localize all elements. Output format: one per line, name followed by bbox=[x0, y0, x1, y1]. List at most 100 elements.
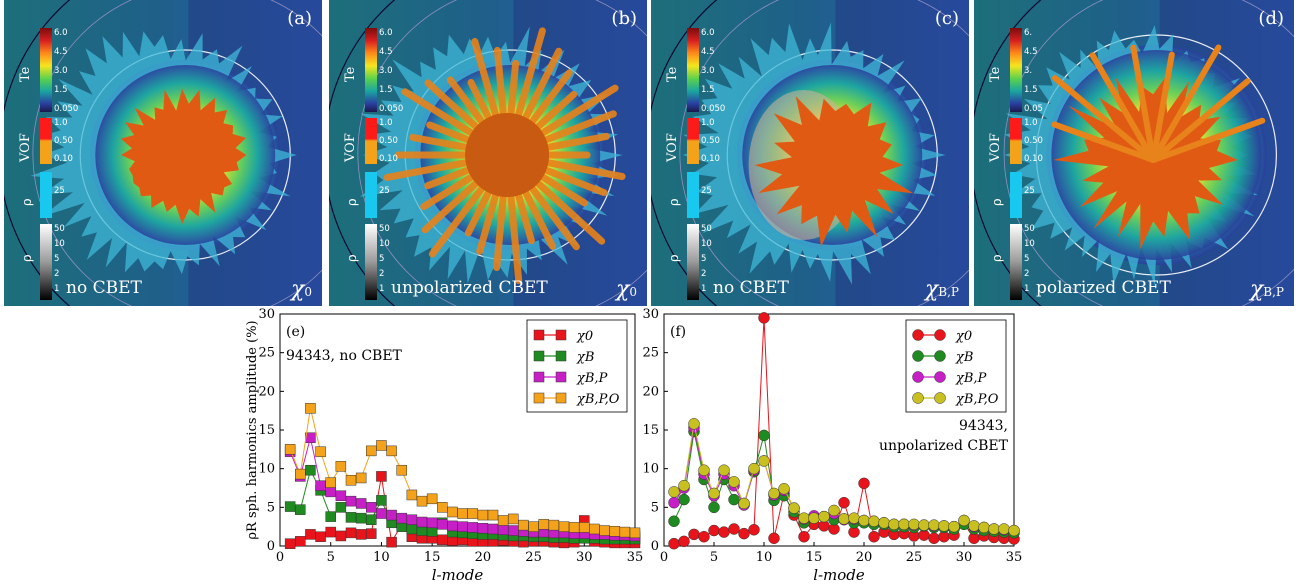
data-point bbox=[668, 496, 680, 509]
rho-gray-tick: 2 bbox=[54, 269, 60, 279]
data-point bbox=[579, 522, 590, 533]
vof-tick: 0.50 bbox=[379, 136, 398, 146]
data-point bbox=[386, 536, 397, 548]
data-point bbox=[768, 532, 780, 545]
data-point bbox=[708, 487, 720, 500]
x-tick-label: 5 bbox=[710, 550, 718, 565]
panel-label: (d) bbox=[1258, 8, 1284, 29]
data-point bbox=[668, 486, 680, 498]
legend-marker bbox=[934, 329, 946, 341]
te-tick: 1.5 bbox=[54, 85, 68, 95]
colorbar: Te VOF ρ ρ 6.0 4.5 3.0 1.5 0.050 1.0 0.50 0.10 25 50 1… bbox=[335, 0, 403, 306]
x-tick-label: 10 bbox=[373, 550, 390, 565]
data-point bbox=[728, 523, 740, 535]
data-point bbox=[487, 509, 499, 521]
data-point bbox=[718, 464, 730, 476]
te-label: Te bbox=[988, 66, 1003, 82]
data-point bbox=[426, 493, 438, 505]
te-tick: 0.050 bbox=[54, 104, 79, 114]
te-colorbar bbox=[40, 28, 52, 112]
data-point bbox=[457, 521, 468, 532]
rho-gray-colorbar bbox=[40, 224, 52, 300]
data-point bbox=[928, 519, 940, 531]
x-axis-label: l-mode bbox=[432, 566, 484, 584]
data-point bbox=[838, 496, 850, 509]
data-point bbox=[868, 530, 880, 543]
rho2-label: ρ bbox=[345, 254, 360, 262]
data-point bbox=[748, 524, 760, 536]
chi-symbol: χ bbox=[616, 277, 630, 302]
data-point bbox=[848, 512, 860, 524]
sim-panel-a: Te VOF ρ ρ 6.0 4.5 3.0 1.5 0.050 1.0 0.50 0.10 25 50 1… bbox=[4, 0, 322, 306]
te-tick: 0.050 bbox=[379, 104, 404, 114]
y-tick-label: 5 bbox=[651, 500, 659, 515]
data-point bbox=[918, 519, 930, 531]
data-point bbox=[858, 477, 870, 490]
legend-marker bbox=[533, 350, 545, 362]
chi-symbol: χ bbox=[1249, 277, 1264, 302]
x-tick-label: 10 bbox=[756, 550, 773, 565]
data-point bbox=[366, 445, 377, 457]
data-point bbox=[355, 529, 367, 540]
colorbar: Te VOF ρ ρ 6. 4.5 3. 1.5 0.05 1.0 0.50 0.10 25 50 10 5 2… bbox=[980, 0, 1043, 306]
rho-label: ρ bbox=[990, 198, 1005, 206]
data-point bbox=[345, 475, 357, 486]
rho-cyan-tick: 25 bbox=[701, 186, 712, 196]
data-point bbox=[447, 506, 458, 518]
te-tick: 1.5 bbox=[701, 85, 715, 95]
chart-panel-label: (f) bbox=[670, 324, 686, 340]
legend-label: χ0 bbox=[576, 329, 593, 344]
legend-label: χB,P,O bbox=[576, 392, 620, 407]
chart-annotation-line1: 94343, bbox=[959, 418, 1008, 434]
data-point bbox=[678, 493, 690, 506]
x-tick-label: 20 bbox=[475, 550, 492, 565]
te-tick: 1.5 bbox=[379, 85, 393, 95]
legend-label: χ0 bbox=[955, 329, 972, 344]
vof-tick: 0.10 bbox=[379, 154, 398, 164]
legend-marker bbox=[533, 371, 545, 383]
rho-gray-tick: 10 bbox=[379, 239, 390, 249]
data-point bbox=[888, 518, 900, 531]
data-point bbox=[728, 493, 740, 506]
y-tick-label: 0 bbox=[651, 539, 659, 554]
rho-cyan-colorbar bbox=[687, 172, 699, 218]
te-tick: 6.0 bbox=[54, 28, 68, 38]
vof-tick: 1.0 bbox=[54, 118, 68, 128]
rho-gray-tick: 10 bbox=[701, 239, 712, 249]
y-tick-label: 15 bbox=[258, 423, 275, 438]
vof-tick: 0.50 bbox=[54, 136, 73, 146]
chi-symbol: χ bbox=[291, 277, 305, 302]
data-point bbox=[668, 515, 680, 528]
data-point bbox=[467, 522, 478, 533]
data-point bbox=[376, 440, 387, 451]
data-point bbox=[688, 418, 700, 430]
te-tick: 3.0 bbox=[54, 66, 68, 76]
rho-gray-tick: 50 bbox=[379, 224, 390, 234]
data-point bbox=[477, 509, 489, 521]
data-point bbox=[978, 521, 990, 534]
data-point bbox=[325, 486, 336, 498]
data-point bbox=[678, 535, 690, 548]
data-point bbox=[305, 403, 316, 414]
x-tick-label: 25 bbox=[525, 550, 542, 565]
rho-cyan-colorbar bbox=[40, 172, 52, 218]
legend-label: χB bbox=[576, 350, 594, 365]
data-point bbox=[325, 477, 336, 488]
data-point bbox=[508, 513, 519, 525]
rho-gray-colorbar bbox=[687, 224, 699, 300]
legend-marker bbox=[555, 392, 567, 404]
te-tick: 6.0 bbox=[701, 28, 715, 38]
data-point bbox=[858, 514, 870, 527]
data-point bbox=[828, 504, 840, 517]
data-point bbox=[325, 511, 336, 522]
rho-gray-tick: 10 bbox=[1024, 239, 1035, 249]
data-point bbox=[335, 502, 347, 513]
x-tick-label: 35 bbox=[1006, 550, 1023, 565]
data-point bbox=[416, 516, 428, 528]
data-point bbox=[437, 502, 448, 513]
data-point bbox=[668, 537, 680, 550]
legend-label: χB,P bbox=[955, 371, 987, 386]
te-tick: 3.0 bbox=[701, 66, 715, 76]
vof-tick: 0.10 bbox=[1024, 154, 1043, 164]
data-point bbox=[678, 479, 690, 492]
